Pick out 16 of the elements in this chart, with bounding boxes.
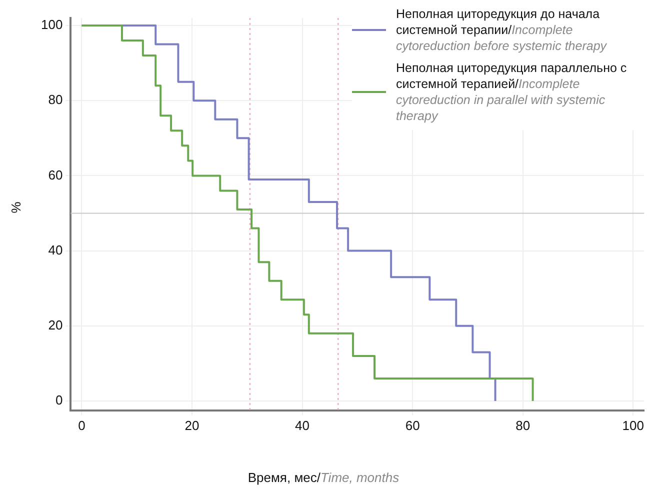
- x-tick-label: 60: [405, 418, 420, 433]
- x-tick-label: 0: [78, 418, 86, 433]
- legend-label: Неполная циторедукция до начала системной терапии/Incomplete cytoreduction before systemic therapy: [396, 7, 607, 53]
- y-tick-label: 60: [48, 167, 63, 182]
- x-axis-title: Время, мес/Time, months: [248, 470, 400, 485]
- y-tick-label: 20: [48, 317, 63, 332]
- x-tick-label: 40: [295, 418, 310, 433]
- x-tick-label: 80: [516, 418, 530, 433]
- x-tick-label: 100: [622, 418, 644, 433]
- x-tick-label: 20: [184, 418, 200, 433]
- legend-label: Неполная циторедукция параллельно с системной терапией/Incomplete cytoreduction in parallel with systemic therapy: [396, 61, 627, 123]
- y-axis-title: %: [8, 202, 24, 214]
- y-tick-label: 100: [40, 17, 63, 32]
- y-tick-label: 0: [55, 392, 63, 408]
- y-tick-label: 40: [48, 242, 63, 258]
- y-tick-label: 80: [48, 92, 63, 108]
